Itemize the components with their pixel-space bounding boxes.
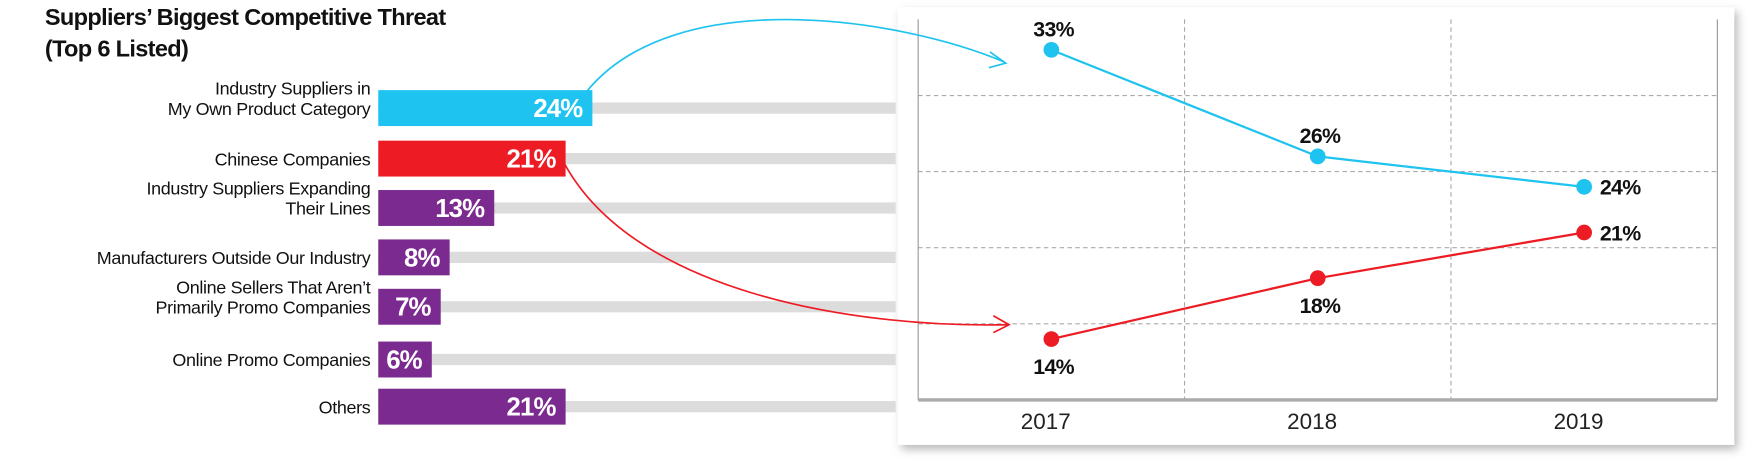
category-label-line: Industry Suppliers Expanding [147, 179, 371, 199]
data-point [1309, 148, 1326, 165]
arrow-head [988, 51, 1008, 69]
category-label: Online Sellers That Aren’t Primarily Prom… [156, 277, 371, 317]
point-label: 33% [1033, 17, 1074, 41]
bar-track [378, 202, 896, 214]
bar [378, 341, 432, 378]
bar [378, 388, 566, 425]
chart-title: Suppliers’ Biggest Competitive Threat [45, 4, 446, 30]
category-label-line: My Own Product Category [168, 99, 371, 119]
chart-card [897, 7, 1735, 445]
bar-chart: Suppliers’ Biggest Competitive Threat (To… [45, 4, 896, 425]
point-label: 26% [1300, 124, 1341, 148]
value-label: 24% [533, 95, 583, 123]
category-label: Manufacturers Outside Our Industry [97, 248, 371, 268]
point-label: 24% [1600, 176, 1641, 200]
bar-track [378, 301, 896, 313]
value-label: 8% [404, 244, 440, 272]
point-label: 21% [1600, 221, 1641, 245]
bar-track [378, 102, 896, 114]
connector-arrow [585, 18, 1005, 93]
x-tick-label: 2019 [1554, 409, 1604, 434]
bar-track [378, 251, 896, 263]
data-point [1576, 224, 1593, 241]
category-label-line: Their Lines [285, 199, 370, 219]
value-label: 21% [507, 394, 557, 422]
connector-arrow [560, 157, 1008, 326]
value-label: 13% [435, 195, 485, 223]
x-tick-label: 2018 [1287, 409, 1337, 434]
chart-subtitle: (Top 6 Listed) [45, 35, 188, 61]
value-label: 21% [507, 146, 557, 174]
point-label: 14% [1033, 355, 1074, 379]
arrow-head [992, 315, 1011, 334]
bar [378, 140, 566, 177]
category-label-line: Primarily Promo Companies [156, 298, 371, 318]
data-point [1309, 270, 1326, 287]
bar-track [378, 401, 896, 413]
data-point [1043, 42, 1060, 58]
bar-track [378, 353, 896, 366]
bar [378, 239, 450, 276]
category-label: Industry Suppliers in My Own Product Cate… [168, 79, 371, 119]
bar [378, 190, 495, 226]
x-tick-label: 2017 [1021, 409, 1071, 434]
bar [378, 288, 441, 325]
bar [378, 90, 593, 127]
data-point [1043, 331, 1060, 347]
category-label: Others [319, 397, 371, 417]
category-label-line: Industry Suppliers in [215, 79, 370, 99]
category-label: Industry Suppliers Expanding Their Lines [147, 179, 371, 219]
data-point [1576, 178, 1593, 195]
category-label: Online Promo Companies [172, 350, 370, 370]
category-label-line: Online Sellers That Aren’t [176, 277, 371, 297]
value-label: 7% [395, 294, 431, 322]
category-label: Chinese Companies [215, 149, 371, 169]
point-label: 18% [1300, 294, 1341, 318]
value-label: 6% [386, 347, 422, 375]
line-chart: 2017 2018 2019 33% 26% 24% 14% 18% 21% [917, 17, 1718, 434]
bar-track [378, 152, 896, 165]
